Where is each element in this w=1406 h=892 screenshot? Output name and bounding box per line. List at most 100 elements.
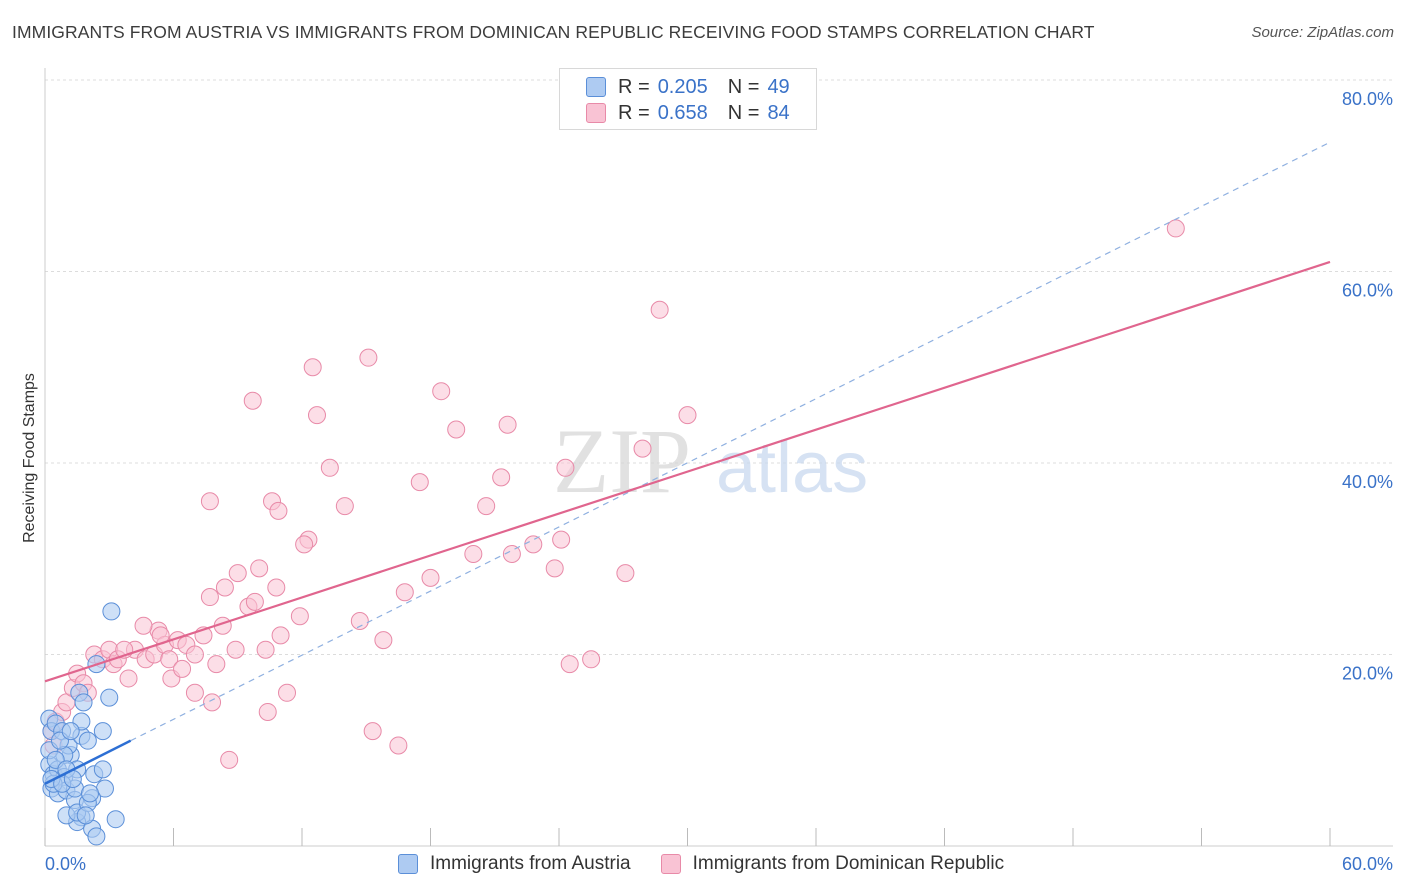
data-point-dominican (1166, 219, 1185, 238)
dominican-swatch (586, 103, 606, 123)
x-tick-label: 60.0% (1342, 854, 1393, 874)
data-point-dominican (552, 530, 571, 549)
y-tick-label: 80.0% (1342, 89, 1393, 109)
data-point-dominican (320, 458, 339, 477)
trend-extension-austria (130, 141, 1331, 742)
y-axis-label: Receiving Food Stamps (21, 373, 38, 543)
data-point-dominican (307, 406, 326, 425)
data-point-dominican (350, 611, 369, 630)
data-point-dominican (160, 650, 179, 669)
series-austria-points (40, 602, 125, 846)
y-tick-label: 40.0% (1342, 472, 1393, 492)
data-point-austria (87, 827, 106, 846)
n-label: N = (727, 75, 760, 98)
trend-line-austria (44, 739, 132, 785)
data-point-dominican (374, 631, 393, 650)
data-point-austria (93, 722, 112, 741)
trend-line-dominican (44, 260, 1331, 683)
data-point-dominican (200, 492, 219, 511)
data-point-dominican (245, 592, 264, 611)
tick-labels: 20.0% 40.0% 60.0% 80.0% 0.0% 60.0% (45, 89, 1393, 874)
data-point-austria (93, 760, 112, 779)
y-tick-label: 20.0% (1342, 664, 1393, 684)
data-point-dominican (363, 722, 382, 741)
series-dominican-points (42, 219, 1185, 769)
data-point-austria (106, 810, 125, 829)
trend-lines (44, 141, 1331, 785)
data-point-dominican (278, 683, 297, 702)
data-point-dominican (421, 568, 440, 587)
data-point-dominican (650, 300, 669, 319)
data-point-austria (80, 784, 99, 803)
data-point-dominican (633, 439, 652, 458)
data-point-dominican (271, 626, 290, 645)
data-point-dominican (582, 650, 601, 669)
data-point-austria (76, 806, 95, 825)
n-value: 84 (767, 101, 790, 124)
austria-swatch (586, 77, 606, 97)
data-point-dominican (200, 588, 219, 607)
data-point-dominican (498, 415, 517, 434)
x-tick-label: 0.0% (45, 854, 86, 874)
legend-row-dominican: R = 0.658 N = 84 (586, 101, 790, 125)
data-point-dominican (250, 559, 269, 578)
austria-swatch (398, 854, 418, 874)
legend-item-austria: Immigrants from Austria (398, 853, 631, 875)
data-point-dominican (228, 564, 247, 583)
data-point-dominican (410, 473, 429, 492)
legend-row-austria: R = 0.205 N = 49 (586, 75, 790, 99)
data-point-dominican (678, 406, 697, 425)
data-point-dominican (545, 559, 564, 578)
grid-lines (45, 79, 1393, 655)
data-point-austria (74, 693, 93, 712)
data-point-dominican (492, 468, 511, 487)
data-point-dominican (134, 616, 153, 635)
data-point-dominican (215, 578, 234, 597)
data-point-dominican (616, 564, 635, 583)
data-point-dominican (203, 693, 222, 712)
data-point-dominican (502, 544, 521, 563)
data-point-dominican (119, 669, 138, 688)
data-point-dominican (226, 640, 245, 659)
data-point-dominican (269, 501, 288, 520)
legend-item-dominican: Immigrants from Dominican Republic (660, 853, 1004, 875)
data-point-dominican (560, 655, 579, 674)
data-point-dominican (207, 655, 226, 674)
data-point-austria (61, 722, 80, 741)
data-point-austria (78, 731, 97, 750)
dominican-swatch (660, 854, 681, 874)
r-label: R = (618, 101, 650, 124)
data-point-dominican (335, 497, 354, 516)
data-point-dominican (173, 659, 192, 678)
data-point-dominican (220, 750, 239, 769)
watermark-atlas: atlas (716, 428, 868, 508)
series-legend: Immigrants from Austria Immigrants from … (398, 851, 1034, 877)
data-point-austria (102, 602, 121, 621)
r-value: 0.658 (657, 101, 708, 124)
data-point-dominican (303, 358, 322, 377)
data-point-dominican (256, 640, 275, 659)
data-point-austria (100, 688, 119, 707)
data-point-dominican (556, 458, 575, 477)
y-tick-label: 60.0% (1342, 281, 1393, 301)
data-point-dominican (243, 391, 262, 410)
legend-label-austria: Immigrants from Austria (430, 853, 631, 874)
data-point-dominican (295, 535, 314, 554)
data-point-dominican (395, 583, 414, 602)
source-label: Source: ZipAtlas.com (1251, 24, 1394, 41)
data-point-dominican (477, 497, 496, 516)
data-point-dominican (447, 420, 466, 439)
data-point-dominican (432, 382, 451, 401)
data-point-dominican (359, 348, 378, 367)
data-point-dominican (389, 736, 408, 755)
n-label: N = (727, 101, 760, 124)
n-value: 49 (767, 75, 790, 98)
watermark: ZIP atlas (553, 410, 868, 512)
data-point-dominican (267, 578, 286, 597)
watermark-zip: ZIP (553, 410, 691, 512)
chart-title: IMMIGRANTS FROM AUSTRIA VS IMMIGRANTS FR… (12, 22, 1095, 42)
correlation-legend: R = 0.205 N = 49 R = 0.658 N = 84 (559, 68, 817, 130)
data-point-dominican (185, 645, 204, 664)
data-point-dominican (290, 607, 309, 626)
